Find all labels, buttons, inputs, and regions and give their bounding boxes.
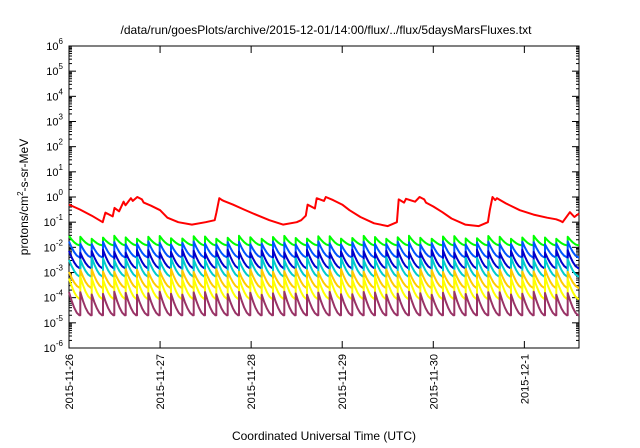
- series-line-2: [68, 234, 580, 247]
- y-tick-label: 10-4: [44, 289, 64, 305]
- y-axis-label: protons/cm2-s-sr-MeV: [16, 139, 31, 255]
- y-tick-label: 106: [46, 37, 63, 53]
- chart-title: /data/run/goesPlots/archive/2015-12-01/1…: [121, 23, 533, 37]
- y-axis-label-rest: -s-sr-MeV: [17, 139, 31, 192]
- series-line-8: [68, 290, 580, 317]
- x-tick-label: 2015-12-1: [519, 354, 531, 404]
- series-line-5: [68, 256, 580, 278]
- x-tick-label: 2015-11-29: [337, 354, 349, 409]
- y-axis-label-text: protons/cm: [17, 196, 31, 255]
- x-tick-label: 2015-11-26: [64, 354, 76, 409]
- y-tick-label: 10-2: [44, 238, 64, 254]
- y-axis-label-sup: 2: [16, 191, 25, 196]
- y-tick-label: 10-6: [44, 339, 64, 355]
- y-tick-label: 103: [46, 113, 63, 129]
- y-tick-label: 102: [46, 138, 63, 154]
- y-tick-label: 101: [46, 163, 63, 179]
- plot-area: 10-6 10-5 10-4 10-3 10-2 10-1 100 101 102 103 104 1…: [44, 37, 580, 409]
- y-tick-label: 105: [46, 62, 63, 78]
- y-tick-label: 104: [46, 87, 63, 103]
- x-tick-label: 2015-11-27: [155, 354, 167, 409]
- series-line-7: [68, 275, 580, 300]
- series-line-6: [68, 268, 580, 289]
- series-line-1: [68, 196, 580, 228]
- x-tick-label: 2015-11-28: [246, 354, 258, 409]
- y-tick-label: 10-3: [44, 264, 64, 280]
- x-tick-label: 2015-11-30: [428, 354, 440, 409]
- series-line-4: [68, 248, 580, 270]
- x-axis-label: Coordinated Universal Time (UTC): [232, 429, 416, 443]
- y-tick-label: 10-5: [44, 314, 64, 330]
- series-line-3: [68, 240, 580, 259]
- y-tick-label: 10-1: [44, 213, 64, 229]
- y-tick-label: 100: [46, 188, 63, 204]
